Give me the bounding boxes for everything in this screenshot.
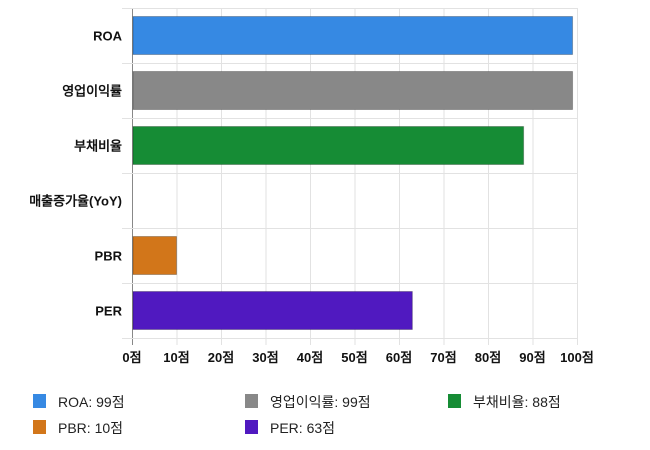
legend-swatch xyxy=(448,394,461,408)
category-label: PER xyxy=(95,304,122,319)
bar-2 xyxy=(132,126,525,165)
legend-swatch xyxy=(33,420,46,434)
bar-0 xyxy=(132,16,574,55)
x-tick-label: 30점 xyxy=(252,350,278,365)
legend-swatch xyxy=(245,394,258,408)
legend-label: PBR: 10점 xyxy=(58,420,123,436)
x-tick-label: 100점 xyxy=(560,350,594,365)
legend-swatch xyxy=(245,420,258,434)
legend-label: ROA: 99점 xyxy=(58,394,125,410)
category-label: 부채비율 xyxy=(74,139,122,154)
category-label: ROA xyxy=(93,29,123,44)
bar-4 xyxy=(132,236,177,275)
x-tick-label: 70점 xyxy=(430,350,456,365)
x-tick-label: 60점 xyxy=(386,350,412,365)
x-tick-label: 90점 xyxy=(519,350,545,365)
x-tick-label: 0점 xyxy=(122,350,141,365)
category-label: PBR xyxy=(95,249,123,264)
x-tick-label: 40점 xyxy=(297,350,323,365)
x-tick-label: 10점 xyxy=(163,350,189,365)
category-label: 매출증가율(YoY) xyxy=(29,194,122,209)
bar-1 xyxy=(132,71,574,110)
category-label: 영업이익률 xyxy=(62,84,122,99)
legend-swatch xyxy=(33,394,46,408)
legend-label: PER: 63점 xyxy=(270,420,335,436)
x-tick-label: 50점 xyxy=(341,350,367,365)
bar-5 xyxy=(132,291,413,330)
x-tick-label: 80점 xyxy=(475,350,501,365)
x-tick-label: 20점 xyxy=(208,350,234,365)
legend-label: 부채비율: 88점 xyxy=(473,394,561,410)
legend-label: 영업이익률: 99점 xyxy=(270,394,371,410)
